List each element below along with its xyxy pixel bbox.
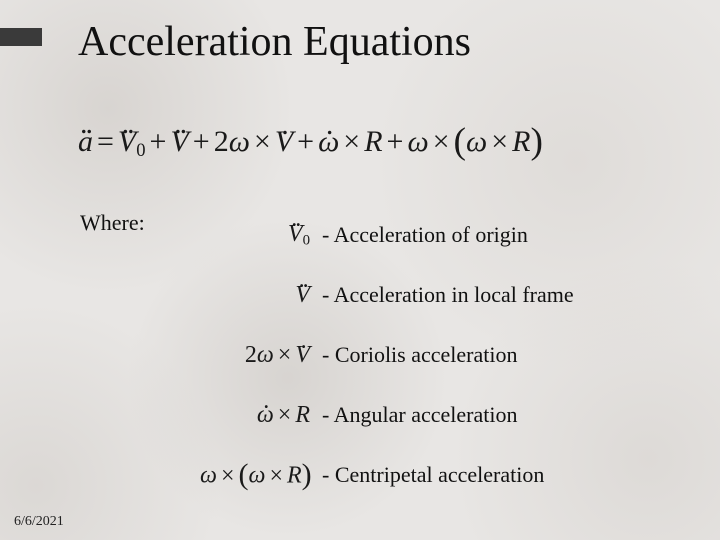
definition-text: - Coriolis acceleration [316, 342, 517, 368]
definition-text: - Acceleration in local frame [316, 282, 574, 308]
footer-date: 6/6/2021 [14, 514, 64, 530]
definition-expression: V [200, 282, 316, 309]
definition-expression: ω×(ω×R) [200, 458, 316, 492]
page-title: Acceleration Equations [78, 18, 471, 66]
definition-row: ω×R- Angular acceleration [200, 385, 670, 445]
definition-text: - Acceleration of origin [316, 222, 528, 248]
definition-row: V0- Acceleration of origin [200, 205, 670, 265]
main-equation: a=V0+V+2ω×V+ω×R+ω×(ω×R) [78, 120, 543, 163]
definition-expression: V0 [200, 221, 316, 250]
definition-text: - Angular acceleration [316, 402, 517, 428]
title-marker [0, 28, 42, 46]
where-label: Where: [80, 210, 145, 236]
definition-row: V- Acceleration in local frame [200, 265, 670, 325]
definition-text: - Centripetal acceleration [316, 462, 544, 488]
definitions-list: V0- Acceleration of originV- Acceleratio… [200, 205, 670, 505]
definition-expression: ω×R [200, 402, 316, 429]
definition-expression: 2ω×V [200, 342, 316, 369]
definition-row: ω×(ω×R)- Centripetal acceleration [200, 445, 670, 505]
definition-row: 2ω×V- Coriolis acceleration [200, 325, 670, 385]
